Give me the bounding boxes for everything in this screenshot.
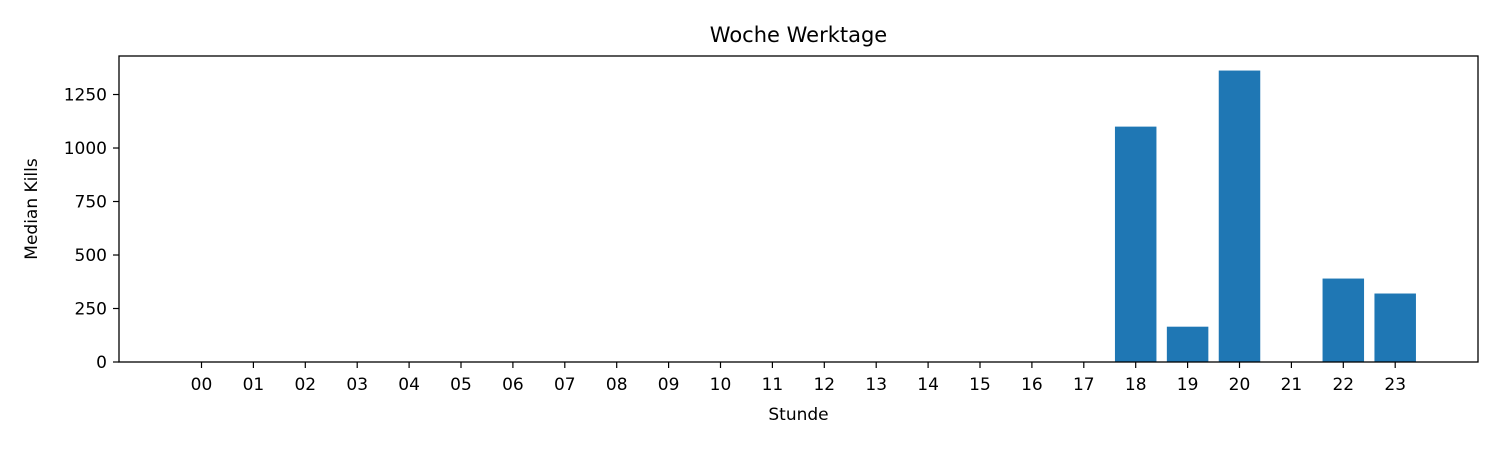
- x-tick-label: 08: [606, 375, 628, 395]
- x-axis-title: Stunde: [768, 405, 828, 425]
- x-tick-label: 19: [1177, 375, 1199, 395]
- x-tick-label: 20: [1229, 375, 1251, 395]
- x-tick-label: 04: [398, 375, 420, 395]
- x-tick-label: 15: [969, 375, 991, 395]
- bar-18: [1114, 126, 1157, 363]
- y-tick-label: 250: [75, 300, 107, 320]
- x-tick-label: 01: [243, 375, 265, 395]
- x-tick-label: 05: [450, 375, 472, 395]
- y-tick-label: 0: [96, 353, 107, 373]
- y-tick-label: 1250: [64, 86, 107, 106]
- x-tick-label: 16: [1021, 375, 1043, 395]
- bar-19: [1166, 326, 1209, 362]
- x-tick-label: 07: [554, 375, 576, 395]
- x-tick-label: 14: [917, 375, 939, 395]
- y-tick-label: 500: [75, 246, 107, 266]
- x-tick-label: 22: [1332, 375, 1354, 395]
- y-tick-label: 750: [75, 193, 107, 213]
- x-tick-label: 10: [710, 375, 732, 395]
- x-tick-label: 09: [658, 375, 680, 395]
- y-axis-title: Median Kills: [22, 158, 42, 260]
- x-tick-label: 02: [294, 375, 316, 395]
- plot-frame: [118, 55, 1479, 363]
- x-axis-ticks: 00 01 02 03 04 05 06 07 08 09 10 11 12 13 14 15 16 17 18 19…: [191, 362, 1406, 395]
- chart-title: Woche Werktage: [710, 23, 887, 47]
- x-tick-label: 13: [865, 375, 887, 395]
- x-tick-label: 06: [502, 375, 524, 395]
- x-tick-label: 18: [1125, 375, 1147, 395]
- y-tick-label: 1000: [64, 139, 107, 159]
- bar-22: [1322, 278, 1365, 362]
- bars-group: [1114, 70, 1416, 363]
- bar-20: [1218, 70, 1261, 363]
- x-tick-label: 21: [1281, 375, 1303, 395]
- x-tick-label: 03: [346, 375, 368, 395]
- x-tick-label: 00: [191, 375, 213, 395]
- x-tick-label: 23: [1384, 375, 1406, 395]
- bar-23: [1374, 293, 1416, 362]
- x-tick-label: 17: [1073, 375, 1095, 395]
- x-tick-label: 11: [762, 375, 784, 395]
- y-axis-ticks: 0 250 500 750 1000 1250: [64, 86, 119, 373]
- x-tick-label: 12: [813, 375, 835, 395]
